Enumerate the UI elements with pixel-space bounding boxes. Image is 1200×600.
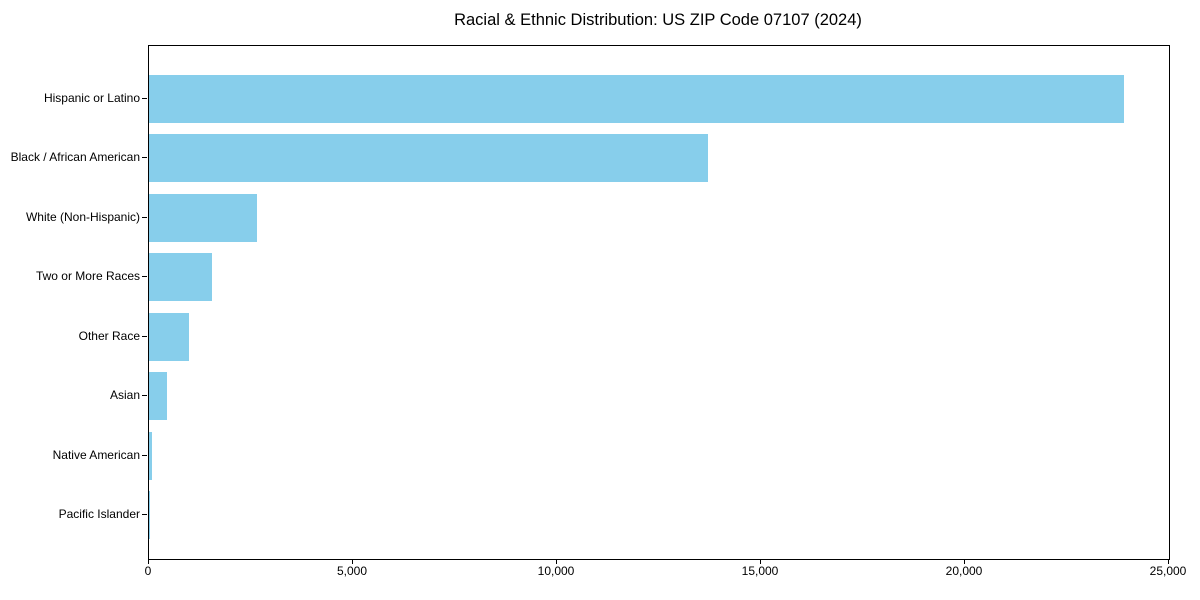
bar-native-american <box>149 431 152 480</box>
y-tick-mark <box>142 97 147 99</box>
bar-black-african-american <box>149 134 708 182</box>
y-tick-label: Native American <box>52 447 140 462</box>
bar-pacific-islander <box>149 491 151 539</box>
y-tick-mark <box>142 454 147 456</box>
y-tick-mark <box>142 514 147 516</box>
bar-asian <box>149 372 167 420</box>
y-tick-mark <box>142 276 147 278</box>
bar-white-non-hispanic <box>149 193 257 242</box>
x-tick-label: 15,000 <box>741 564 779 578</box>
x-tick-mark <box>964 559 966 564</box>
x-tick-label: 5,000 <box>336 564 368 578</box>
x-tick-mark <box>556 559 558 564</box>
x-tick-mark <box>1168 559 1170 564</box>
bar-two-or-more-races <box>149 253 212 301</box>
y-tick-label: Black / African American <box>10 150 140 164</box>
y-tick-mark <box>142 395 147 397</box>
y-tick-label: Pacific Islander <box>58 507 140 521</box>
x-tick-label: 20,000 <box>945 564 983 578</box>
y-tick-label: White (Non-Hispanic) <box>25 209 140 224</box>
y-tick-mark <box>142 216 147 218</box>
x-tick-mark <box>148 559 150 564</box>
x-tick-label: 10,000 <box>537 564 575 578</box>
x-tick-label: 0 <box>144 564 152 578</box>
x-tick-mark <box>352 559 354 564</box>
plot-area <box>148 45 1170 560</box>
chart-title: Racial & Ethnic Distribution: US ZIP Cod… <box>454 11 862 29</box>
x-tick-mark <box>760 559 762 564</box>
y-tick-label: Other Race <box>78 328 140 343</box>
y-tick-label: Hispanic or Latino <box>43 90 140 105</box>
bar-other-race <box>149 312 189 361</box>
y-tick-mark <box>142 335 147 337</box>
bar-hispanic-or-latino <box>149 74 1125 123</box>
x-tick-label: 25,000 <box>1149 564 1187 578</box>
y-tick-label: Two or More Races <box>35 269 140 283</box>
y-tick-mark <box>142 157 147 159</box>
y-tick-label: Asian <box>109 388 140 402</box>
